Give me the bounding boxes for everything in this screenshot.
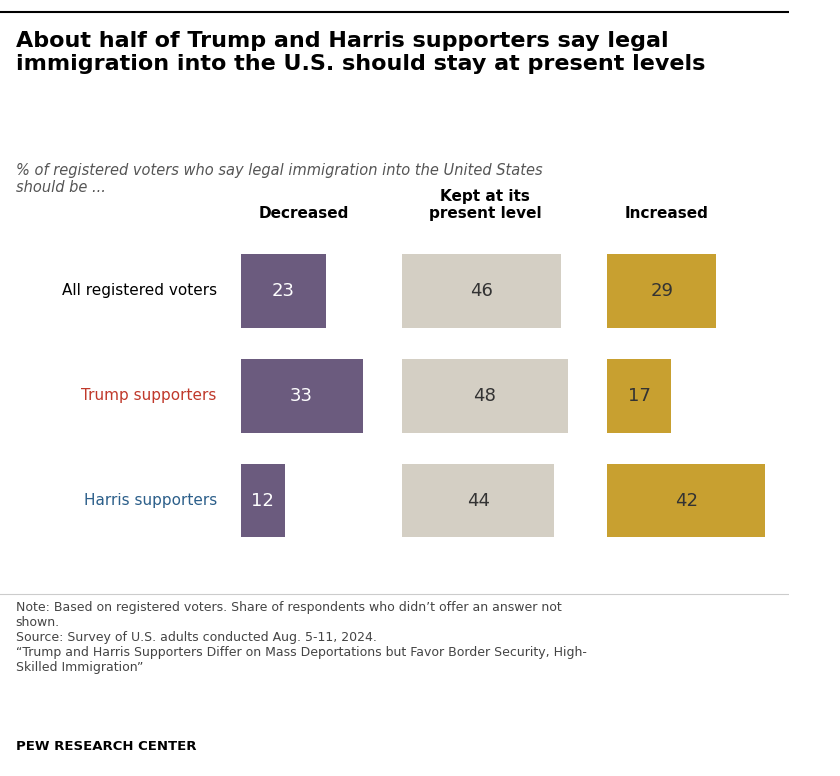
Text: 42: 42 [675,491,697,510]
FancyBboxPatch shape [607,255,717,327]
Text: Harris supporters: Harris supporters [84,493,217,508]
Text: Trump supporters: Trump supporters [81,388,217,404]
Text: Kept at its
present level: Kept at its present level [428,189,541,221]
Text: All registered voters: All registered voters [62,283,217,299]
FancyBboxPatch shape [240,255,326,327]
Text: 17: 17 [627,386,651,405]
Text: 44: 44 [466,491,490,510]
Text: 48: 48 [474,386,496,405]
Text: Decreased: Decreased [259,206,349,221]
Text: 46: 46 [470,282,493,300]
Text: 23: 23 [271,282,295,300]
FancyBboxPatch shape [402,359,568,433]
FancyBboxPatch shape [240,464,285,537]
FancyBboxPatch shape [240,359,363,433]
FancyBboxPatch shape [607,359,671,433]
Text: Note: Based on registered voters. Share of respondents who didn’t offer an answe: Note: Based on registered voters. Share … [16,601,586,674]
Text: 29: 29 [650,282,673,300]
FancyBboxPatch shape [402,255,561,327]
Text: PEW RESEARCH CENTER: PEW RESEARCH CENTER [16,740,197,753]
Text: 33: 33 [290,386,313,405]
Text: 12: 12 [251,491,274,510]
Text: About half of Trump and Harris supporters say legal
immigration into the U.S. sh: About half of Trump and Harris supporter… [16,31,705,74]
FancyBboxPatch shape [607,464,765,537]
Text: Increased: Increased [624,206,708,221]
FancyBboxPatch shape [402,464,554,537]
Text: % of registered voters who say legal immigration into the United States
should b: % of registered voters who say legal imm… [16,163,543,196]
